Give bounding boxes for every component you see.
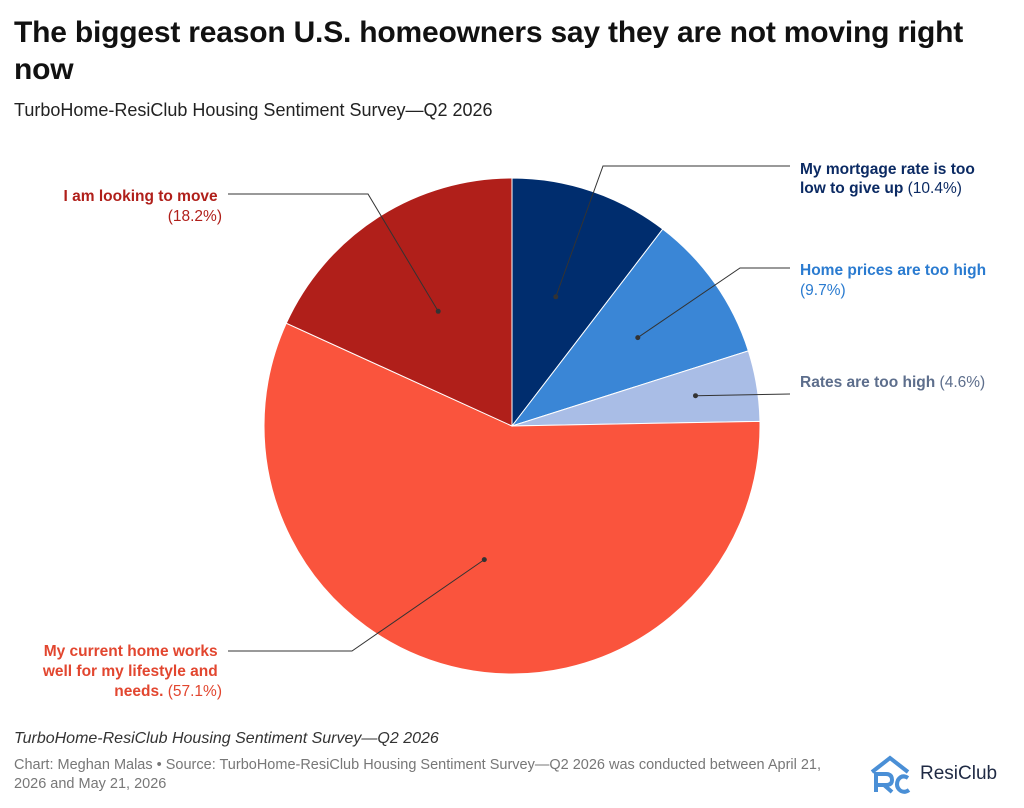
slice-label-looking-to-move: I am looking to move (18.2%) xyxy=(64,188,222,225)
slice-looking-to-move-leader-line xyxy=(228,193,439,312)
chart-subtitle: TurboHome-ResiClub Housing Sentiment Sur… xyxy=(14,100,493,120)
chart-title: The biggest reason U.S. homeowners say t… xyxy=(14,16,964,86)
resiclub-logo-text: ResiClub xyxy=(920,763,998,784)
resiclub-logo[interactable]: ResiClub xyxy=(868,754,1018,794)
slice-label-home-prices: Home prices are too high (9.7%) xyxy=(800,262,990,299)
slice-mortgage-rate-leader-line xyxy=(555,165,790,297)
resiclub-logo-mark-icon xyxy=(870,755,911,794)
label-leaders xyxy=(228,165,791,652)
slice-looking-to-move[interactable] xyxy=(285,177,513,427)
pie-chart: My mortgage rate is too low to give up (… xyxy=(42,161,990,700)
slice-mortgage-rate[interactable] xyxy=(511,177,664,428)
slice-home-prices-leader-line xyxy=(637,267,790,339)
slice-label-rates-high: Rates are too high (4.6%) xyxy=(800,374,985,391)
pie-slices xyxy=(263,177,761,675)
slice-current-home-leader-line xyxy=(228,559,485,652)
slice-home-prices[interactable] xyxy=(510,228,749,427)
slice-label-current-home: My current home works well for my lifest… xyxy=(42,643,222,700)
source-credits: Chart: Meghan Malas • Source: TurboHome-… xyxy=(14,757,822,792)
slice-rates-high-leader-line xyxy=(695,393,791,397)
footer-note: TurboHome-ResiClub Housing Sentiment Sur… xyxy=(14,730,439,747)
slice-current-home[interactable] xyxy=(263,322,761,675)
slice-label-mortgage-rate: My mortgage rate is too low to give up (… xyxy=(800,161,979,197)
